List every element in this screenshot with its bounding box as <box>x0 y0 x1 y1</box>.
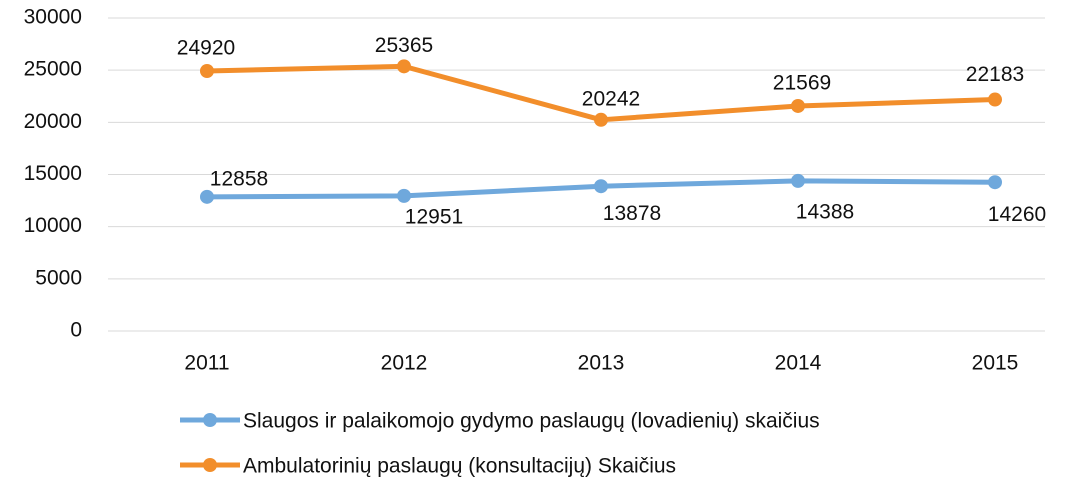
marker <box>791 98 805 113</box>
data-label: 12858 <box>210 167 268 190</box>
marker <box>988 175 1002 190</box>
marker <box>791 173 805 188</box>
x-tick-label: 2011 <box>184 352 229 375</box>
marker <box>200 64 214 79</box>
x-tick-label: 2012 <box>381 352 428 375</box>
legend-marker <box>203 458 217 472</box>
legend-label: Slaugos ir palaikomojo gydymo paslaugų (… <box>243 410 820 433</box>
data-label: 14388 <box>796 200 854 223</box>
data-label: 20242 <box>582 87 640 110</box>
x-tick-label: 2013 <box>578 352 625 375</box>
y-tick-label: 20000 <box>24 110 82 133</box>
marker <box>594 112 608 127</box>
y-tick-label: 15000 <box>24 162 82 185</box>
legend-marker <box>203 413 217 427</box>
y-tick-label: 0 <box>70 319 82 342</box>
data-label: 12951 <box>405 205 463 228</box>
data-label: 13878 <box>603 202 661 225</box>
data-label: 24920 <box>177 37 235 60</box>
data-label: 21569 <box>773 72 831 95</box>
y-tick-label: 10000 <box>24 214 82 237</box>
data-label: 25365 <box>375 34 433 57</box>
marker <box>397 188 411 203</box>
marker <box>397 59 411 74</box>
legend-label: Ambulatorinių paslaugų (konsultacijų) Sk… <box>243 455 676 478</box>
x-tick-label: 2015 <box>972 352 1019 375</box>
y-tick-label: 25000 <box>24 58 82 81</box>
marker <box>594 179 608 194</box>
data-label: 14260 <box>988 203 1046 226</box>
y-tick-label: 5000 <box>35 266 82 289</box>
marker <box>988 92 1002 107</box>
y-tick-label: 30000 <box>24 6 82 29</box>
x-tick-label: 2014 <box>775 352 822 375</box>
marker <box>200 189 214 204</box>
data-label: 22183 <box>966 63 1024 86</box>
